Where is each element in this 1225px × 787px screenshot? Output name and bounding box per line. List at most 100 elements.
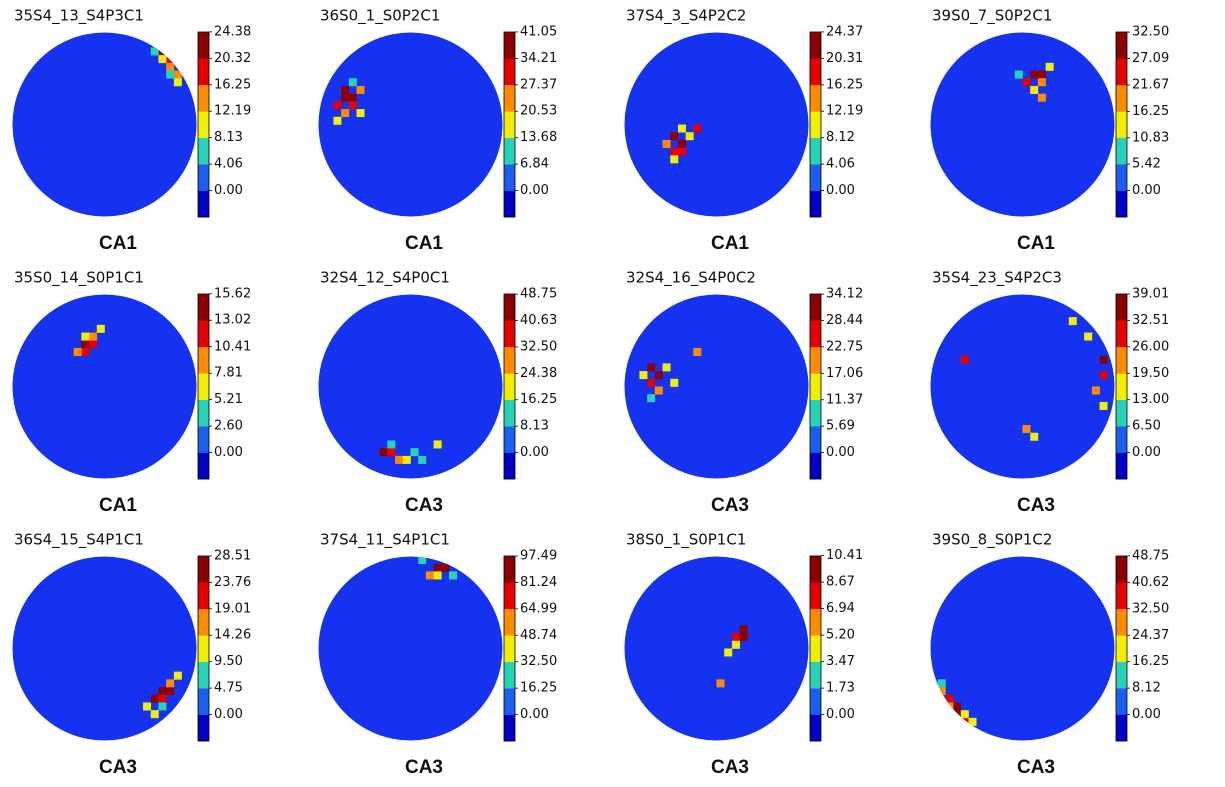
- colorbar-tick-label: 24.37: [826, 24, 863, 39]
- colorbar-bin: [1116, 373, 1127, 401]
- colorbar-bin: [198, 688, 209, 715]
- cell: [433, 440, 442, 449]
- colorbar-bin: [504, 84, 515, 112]
- colorbar-tick-label: 28.44: [826, 313, 863, 328]
- colorbar-tick-label: 48.75: [520, 287, 557, 302]
- colorbar-tick-label: 1.73: [826, 681, 855, 696]
- colorbar-tick-label: 32.51: [1132, 313, 1169, 328]
- colorbar-bin: [810, 294, 821, 321]
- cell: [433, 571, 442, 580]
- colorbar-tick-label: 0.00: [1132, 445, 1161, 460]
- cell: [1037, 70, 1046, 79]
- colorbar-tick-label: 13.68: [520, 130, 557, 145]
- cell: [425, 571, 434, 580]
- map-title: 36S4_15_S4P1C1: [14, 531, 144, 550]
- colorbar-tick-label: 48.75: [1132, 548, 1169, 563]
- cell: [639, 371, 648, 380]
- colorbar-tick-label: 24.38: [520, 366, 557, 381]
- colorbar-bin: [810, 320, 821, 348]
- region-label: CA3: [1017, 495, 1055, 516]
- cell: [1037, 78, 1046, 87]
- colorbar-frame: [1115, 31, 1128, 218]
- cell: [433, 563, 442, 572]
- colorbar-tick-label: 97.49: [520, 549, 557, 564]
- cell: [693, 347, 702, 356]
- map-title: 38S0_1_S0P1C1: [626, 531, 746, 550]
- cell: [1084, 332, 1093, 341]
- panel: 35S4_23_S4P2C3 0.00 6.50 13.00 19.50 26.00 32.…: [930, 269, 1169, 516]
- cell: [356, 85, 365, 94]
- colorbar-bin: [1116, 556, 1127, 583]
- cell: [945, 694, 954, 703]
- cell: [348, 93, 357, 102]
- cell: [1091, 386, 1100, 395]
- colorbar-tick-label: 5.42: [1132, 157, 1161, 172]
- colorbar-tick-label: 22.75: [826, 339, 863, 354]
- colorbar-tick-label: 0.00: [826, 707, 855, 722]
- colorbar-bin: [810, 582, 821, 610]
- colorbar-bin: [198, 84, 209, 112]
- colorbar-bin: [1116, 111, 1127, 139]
- colorbar-bin: [198, 111, 209, 139]
- cell: [677, 147, 686, 156]
- colorbar-bin: [1116, 294, 1127, 321]
- colorbar-tick-label: 6.94: [826, 601, 855, 616]
- cell: [158, 47, 167, 56]
- disk-background: [930, 32, 1115, 217]
- colorbar-bin: [198, 294, 209, 321]
- colorbar-bin: [198, 556, 209, 583]
- colorbar-tick-label: 0.00: [214, 445, 243, 460]
- cell: [739, 625, 748, 634]
- colorbar-bin: [504, 294, 515, 321]
- cell: [953, 710, 962, 719]
- cell: [1099, 401, 1108, 410]
- rate-map: [12, 32, 197, 217]
- colorbar-tick-label: 0.00: [1132, 183, 1161, 198]
- colorbar-bin: [198, 164, 209, 191]
- map-title: 39S0_8_S0P1C2: [932, 531, 1052, 550]
- cell: [937, 687, 946, 696]
- cell: [685, 132, 694, 141]
- colorbar-tick-label: 11.37: [826, 392, 863, 407]
- region-label: CA3: [99, 757, 137, 778]
- disk-background: [12, 294, 197, 479]
- colorbar-tick-label: 15.62: [214, 286, 251, 301]
- colorbar-tick-label: 32.50: [520, 654, 557, 669]
- cell: [158, 687, 167, 696]
- colorbar-frame: [503, 293, 516, 480]
- cell: [173, 70, 182, 79]
- colorbar-tick-label: 6.50: [1132, 419, 1161, 434]
- colorbar-tick-label: 32.50: [1132, 601, 1169, 616]
- cell: [968, 717, 977, 726]
- cell: [418, 455, 427, 464]
- colorbar-tick-label: 16.25: [214, 77, 251, 92]
- colorbar-bin: [504, 320, 515, 348]
- colorbar-tick-label: 0.00: [520, 183, 549, 198]
- colorbar-bin: [198, 608, 209, 636]
- colorbar-bin: [1116, 426, 1127, 453]
- cell: [348, 101, 357, 110]
- colorbar-tick-label: 14.26: [214, 628, 251, 643]
- colorbar-bin: [504, 111, 515, 139]
- cell: [173, 78, 182, 87]
- cell: [173, 671, 182, 680]
- colorbar-bin: [1116, 661, 1127, 689]
- panel: 39S0_8_S0P1C2 0.00 8.12 16.25 24.37 32.50 40.6…: [930, 531, 1169, 778]
- cell: [166, 70, 175, 79]
- cell: [647, 378, 656, 387]
- colorbar-tick-label: 0.00: [826, 183, 855, 198]
- cell: [1037, 93, 1046, 102]
- region-label: CA1: [99, 233, 137, 254]
- colorbar-bin: [198, 58, 209, 86]
- disk-background: [12, 32, 197, 217]
- map-title: 35S0_14_S0P1C1: [14, 269, 144, 288]
- rate-map: [318, 556, 503, 741]
- cell: [402, 455, 411, 464]
- region-label: CA3: [1017, 757, 1055, 778]
- panel: 39S0_7_S0P2C1 0.00 5.42 10.83 16.25 21.67 27.0…: [930, 7, 1169, 254]
- cell: [739, 633, 748, 642]
- cell: [387, 448, 396, 457]
- colorbar-tick-label: 20.31: [826, 51, 863, 66]
- colorbar-bin: [198, 661, 209, 689]
